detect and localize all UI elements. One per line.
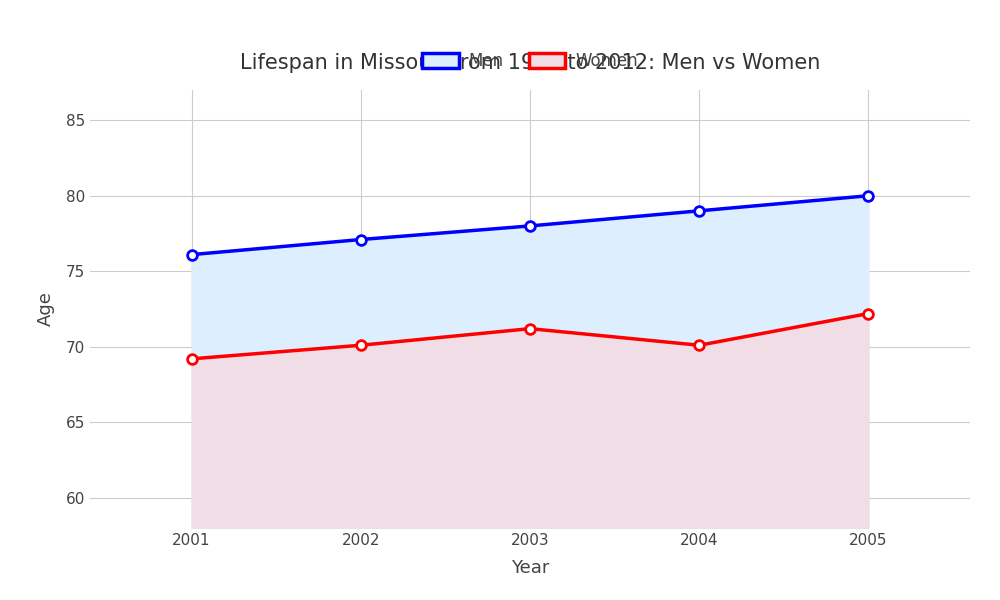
- Y-axis label: Age: Age: [37, 292, 55, 326]
- X-axis label: Year: Year: [511, 559, 549, 577]
- Title: Lifespan in Missouri from 1963 to 2012: Men vs Women: Lifespan in Missouri from 1963 to 2012: …: [240, 53, 820, 73]
- Legend: Men, Women: Men, Women: [415, 46, 645, 77]
